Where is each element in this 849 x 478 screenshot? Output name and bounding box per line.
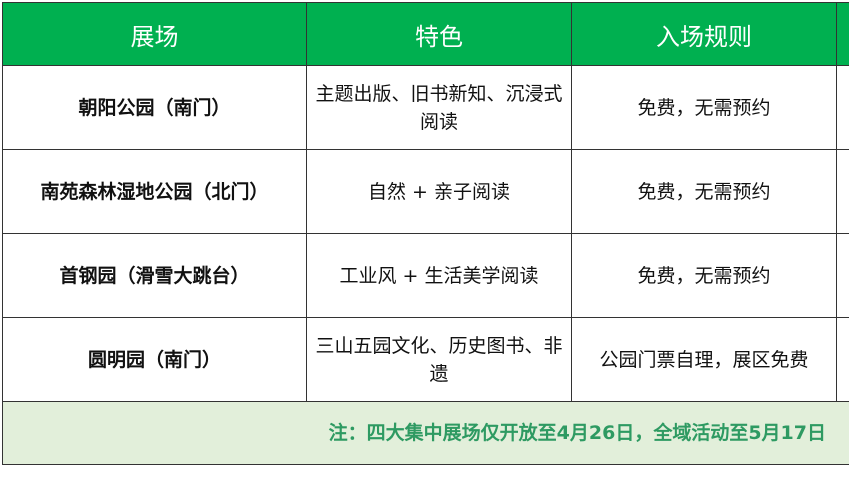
rule-cell: 公园门票自理，展区免费 bbox=[571, 317, 837, 402]
header-extra bbox=[836, 2, 849, 66]
table-row: 南苑森林湿地公园（北门） 自然 + 亲子阅读 免费，无需预约 bbox=[2, 149, 849, 234]
table-row: 朝阳公园（南门） 主题出版、旧书新知、沉浸式阅读 免费，无需预约 bbox=[2, 65, 849, 150]
header-feature: 特色 bbox=[306, 2, 572, 66]
rule-cell: 免费，无需预约 bbox=[571, 233, 837, 318]
extra-cell bbox=[836, 65, 849, 150]
venue-cell: 南苑森林湿地公园（北门） bbox=[2, 149, 307, 234]
feature-cell: 主题出版、旧书新知、沉浸式阅读 bbox=[306, 65, 572, 150]
venue-cell: 圆明园（南门） bbox=[2, 317, 307, 402]
venue-table: 展场 特色 入场规则 朝阳公园（南门） 主题出版、旧书新知、沉浸式阅读 免费，无… bbox=[2, 2, 849, 465]
extra-cell bbox=[836, 317, 849, 402]
feature-cell: 工业风 + 生活美学阅读 bbox=[306, 233, 572, 318]
table-row: 首钢园（滑雪大跳台） 工业风 + 生活美学阅读 免费，无需预约 bbox=[2, 233, 849, 318]
venue-cell: 朝阳公园（南门） bbox=[2, 65, 307, 150]
extra-cell bbox=[836, 149, 849, 234]
header-row: 展场 特色 入场规则 bbox=[2, 2, 849, 66]
feature-cell: 自然 + 亲子阅读 bbox=[306, 149, 572, 234]
feature-cell: 三山五园文化、历史图书、非遗 bbox=[306, 317, 572, 402]
venue-cell: 首钢园（滑雪大跳台） bbox=[2, 233, 307, 318]
note-text: 注：四大集中展场仅开放至4月26日，全域活动至5月17日 bbox=[2, 401, 849, 465]
rule-cell: 免费，无需预约 bbox=[571, 149, 837, 234]
table-row: 圆明园（南门） 三山五园文化、历史图书、非遗 公园门票自理，展区免费 bbox=[2, 317, 849, 402]
extra-cell bbox=[836, 233, 849, 318]
rule-cell: 免费，无需预约 bbox=[571, 65, 837, 150]
note-row: 注：四大集中展场仅开放至4月26日，全域活动至5月17日 bbox=[2, 401, 849, 465]
header-rule: 入场规则 bbox=[571, 2, 837, 66]
header-venue: 展场 bbox=[2, 2, 307, 66]
